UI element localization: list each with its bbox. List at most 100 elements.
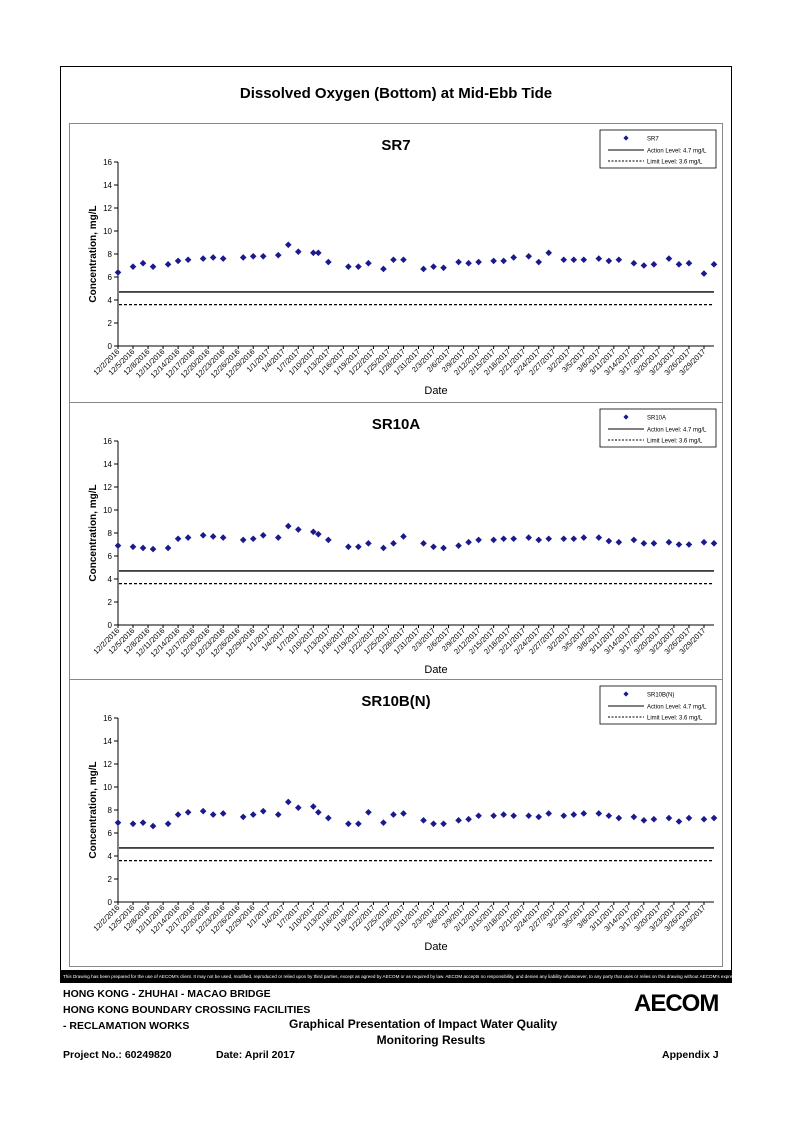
data-point (114, 542, 122, 549)
data-point (560, 256, 568, 264)
data-point (355, 543, 362, 551)
data-point (545, 810, 553, 817)
data-point (665, 255, 673, 262)
y-tick-label: 16 (103, 158, 112, 167)
y-tick-label: 2 (108, 875, 113, 884)
chart-panel-sr10a: SR10A 0 2 4 6 8 10 12 14 16 12/2/2016 12/5/2016 12/8… (69, 402, 723, 680)
data-point (535, 258, 543, 266)
data-point (500, 535, 507, 543)
data-point (675, 541, 683, 548)
data-point (640, 262, 648, 269)
data-point (390, 540, 397, 547)
data-point (164, 820, 172, 828)
data-point (139, 544, 147, 552)
data-point (545, 249, 553, 257)
data-point (174, 257, 182, 265)
data-point (475, 258, 482, 266)
data-point (400, 256, 407, 264)
y-tick-label: 6 (108, 829, 113, 838)
project-title-line3: - RECLAMATION WORKS (63, 1020, 190, 1032)
data-point (259, 532, 267, 539)
x-axis-label: Date (424, 385, 447, 397)
data-point (475, 536, 482, 544)
data-point (239, 536, 247, 544)
data-point (209, 254, 217, 261)
data-point (490, 536, 497, 544)
data-point (615, 538, 623, 546)
chart-title: SR10A (372, 416, 421, 433)
data-point (164, 544, 172, 552)
data-point (535, 536, 543, 544)
data-point (440, 264, 447, 272)
data-point (685, 814, 693, 822)
description-line1: Graphical Presentation of Impact Water Q… (289, 1017, 558, 1031)
y-tick-label: 14 (103, 460, 112, 469)
data-point (465, 259, 472, 267)
data-point (710, 814, 718, 822)
y-tick-label: 0 (108, 621, 113, 630)
data-point (219, 255, 227, 262)
chart-panel-sr7: SR7 0 2 4 6 8 10 12 14 16 12/2/2016 12/5/2016 12/8/2… (69, 123, 723, 403)
data-point (630, 259, 638, 267)
project-date: Date: April 2017 (216, 1049, 295, 1061)
data-point (650, 540, 658, 547)
data-point (710, 261, 718, 268)
legend-label-action: Action Level: 4.7 mg/L (647, 705, 707, 711)
data-point (545, 535, 553, 543)
data-point (380, 265, 387, 273)
data-point (475, 812, 482, 820)
data-point (199, 807, 207, 815)
legend-label-limit: Limit Level: 3.6 mg/L (647, 439, 703, 445)
data-point (400, 810, 407, 817)
data-point (129, 543, 137, 551)
drawing-frame: Dissolved Oxygen (Bottom) at Mid-Ebb Tid… (60, 66, 732, 983)
data-point (595, 255, 603, 262)
data-point (365, 259, 372, 267)
data-point (580, 810, 588, 817)
y-tick-label: 0 (108, 898, 113, 907)
data-point (595, 810, 603, 817)
data-point (465, 815, 472, 823)
data-point (490, 812, 497, 820)
description-line2: Monitoring Results (376, 1033, 486, 1047)
data-point (510, 812, 517, 820)
data-point (510, 254, 517, 261)
legend-label-action: Action Level: 4.7 mg/L (647, 149, 707, 155)
y-tick-label: 6 (108, 552, 113, 561)
legend-label-limit: Limit Level: 3.6 mg/L (647, 716, 703, 722)
data-point (355, 820, 362, 828)
data-point (174, 811, 182, 818)
y-tick-label: 10 (103, 227, 112, 236)
data-point (274, 534, 282, 541)
data-point (615, 814, 623, 822)
data-point (430, 263, 437, 270)
data-point (420, 265, 427, 273)
data-point (440, 820, 447, 828)
data-point (700, 270, 708, 277)
data-point (174, 535, 182, 543)
data-point (430, 543, 437, 551)
data-point (640, 540, 648, 547)
data-point (675, 818, 683, 825)
legend-box (599, 408, 717, 448)
chart-panel-sr10bn: SR10B(N) 0 2 4 6 8 10 12 14 16 12/2/2016 12/5/2016 1… (69, 679, 723, 967)
data-point (465, 538, 472, 546)
data-point (490, 257, 497, 265)
data-point (455, 258, 462, 266)
data-point (310, 249, 317, 257)
y-tick-label: 0 (108, 342, 113, 351)
data-point (570, 535, 578, 543)
data-point (580, 534, 588, 541)
data-point (149, 822, 157, 830)
y-tick-label: 14 (103, 181, 112, 190)
legend-label-series: SR7 (647, 137, 659, 143)
data-point (430, 820, 437, 828)
data-point (420, 540, 427, 547)
project-title-line1: HONG KONG - ZHUHAI - MACAO BRIDGE (63, 988, 271, 1000)
data-point (500, 811, 507, 818)
y-axis-label: Concentration, mg/L (88, 205, 99, 302)
data-point (209, 811, 217, 818)
data-point (685, 259, 693, 267)
y-tick-label: 10 (103, 506, 112, 515)
y-tick-label: 8 (108, 529, 113, 538)
